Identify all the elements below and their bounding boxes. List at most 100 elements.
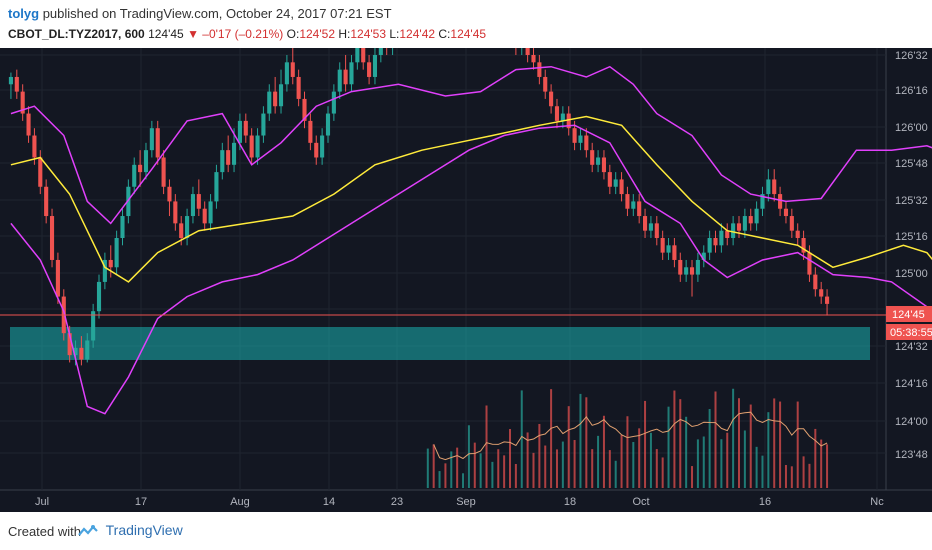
time-tick-label: Oct — [632, 496, 649, 508]
volume-bars — [426, 388, 829, 488]
volume-bar — [708, 409, 711, 488]
candle-body — [648, 223, 653, 231]
candle-body — [255, 135, 260, 158]
candle-body — [267, 91, 272, 114]
volume-bar — [467, 425, 470, 488]
volume-bar — [526, 432, 529, 488]
volume-bar — [514, 463, 517, 488]
candle-body — [637, 201, 642, 217]
volume-bar — [679, 399, 682, 488]
candle-body — [361, 48, 366, 63]
price-label: 124'45 — [892, 309, 925, 321]
candle-body — [38, 157, 43, 187]
candle-body — [801, 238, 806, 253]
candle-body — [537, 62, 542, 77]
volume-bar — [743, 430, 746, 488]
volume-bar — [779, 401, 782, 488]
open-label: O: — [286, 27, 300, 41]
candle-body — [789, 216, 794, 231]
time-tick-label: 16 — [759, 496, 771, 508]
volume-bar — [561, 441, 564, 488]
low-value: 124'42 — [399, 27, 436, 41]
time-tick-label: Nc — [870, 496, 884, 508]
candle-body — [196, 194, 201, 209]
volume-bar — [626, 416, 629, 488]
candle-body — [355, 48, 360, 63]
volume-bar — [661, 457, 664, 488]
candle-body — [619, 179, 624, 195]
candle-body — [578, 135, 583, 143]
candle-body — [149, 128, 154, 151]
volume-bar — [720, 439, 723, 488]
volume-bar — [450, 451, 453, 488]
countdown-label: 05:38:55 — [890, 327, 932, 339]
volume-bar — [532, 452, 535, 488]
price-chart[interactable]: 126'32 126'16 126'00 125'48 125'32 125'16 125'… — [0, 48, 932, 512]
candle-body — [807, 252, 812, 275]
candle-body — [572, 128, 577, 143]
candle-body — [337, 69, 342, 92]
high-label: H: — [338, 27, 351, 41]
candle-body — [560, 113, 565, 121]
candle-body — [601, 157, 607, 173]
volume-bar — [644, 400, 647, 488]
close-value: 124'45 — [450, 27, 487, 41]
candle-body — [14, 76, 19, 92]
candle-body — [314, 142, 319, 158]
candle-body — [96, 281, 102, 312]
time-tick-label: 17 — [135, 496, 147, 508]
candle-body — [695, 259, 700, 275]
candle-body — [525, 48, 530, 55]
price-axis[interactable] — [886, 48, 932, 490]
candle-body — [819, 289, 824, 297]
candle-body — [161, 157, 166, 187]
volume-bar — [767, 412, 770, 488]
volume-bar — [520, 390, 523, 488]
volume-bar — [509, 429, 512, 488]
candle-body — [167, 186, 172, 202]
candle-body — [631, 201, 636, 209]
author-link[interactable]: tolyg — [8, 6, 40, 21]
candle-body — [795, 230, 800, 238]
candle-body — [813, 274, 818, 290]
volume-bar — [497, 449, 500, 488]
candle-body — [308, 120, 313, 143]
price-change: ▼ –0'17 (–0.21%) — [187, 27, 284, 41]
candle-body — [760, 194, 765, 209]
price-label-box — [886, 306, 932, 322]
volume-bar — [667, 406, 670, 488]
price-tick-label: 125'16 — [895, 231, 928, 243]
price-tick-label: 126'32 — [895, 50, 928, 62]
price-tick-labels: 126'32 126'16 126'00 125'48 125'32 125'16 125'… — [895, 50, 928, 461]
tradingview-brand[interactable]: TradingView — [78, 522, 183, 538]
candle-body — [290, 62, 295, 77]
candle-body — [378, 48, 383, 55]
symbol-label: CBOT_DL:TYZ2017, 600 — [8, 27, 145, 41]
candle-body — [26, 113, 31, 136]
volume-bar — [462, 473, 465, 488]
candle-body — [783, 208, 789, 217]
volume-bar — [444, 463, 447, 488]
price-tick-label: 124'00 — [895, 416, 928, 428]
candle-body — [331, 91, 336, 114]
bollinger-lower-line — [10, 124, 932, 415]
candle-body — [114, 238, 119, 268]
candle-body — [731, 223, 736, 238]
open-value: 124'52 — [299, 27, 335, 41]
candle-body — [108, 259, 113, 268]
candle-body — [584, 135, 589, 151]
volume-bar — [761, 455, 764, 488]
volume-bar — [784, 465, 787, 488]
volume-bar — [691, 466, 694, 488]
candle-body — [625, 194, 630, 209]
time-axis[interactable] — [0, 490, 932, 512]
candle-body — [372, 55, 378, 77]
volume-bar — [555, 449, 558, 488]
candle-body — [349, 62, 354, 85]
price-tick-label: 125'00 — [895, 268, 928, 280]
candle-body — [549, 91, 554, 107]
volume-bar — [673, 390, 676, 488]
volume-bar — [550, 389, 553, 488]
candle-body — [44, 186, 49, 217]
volume-bar — [620, 435, 623, 488]
